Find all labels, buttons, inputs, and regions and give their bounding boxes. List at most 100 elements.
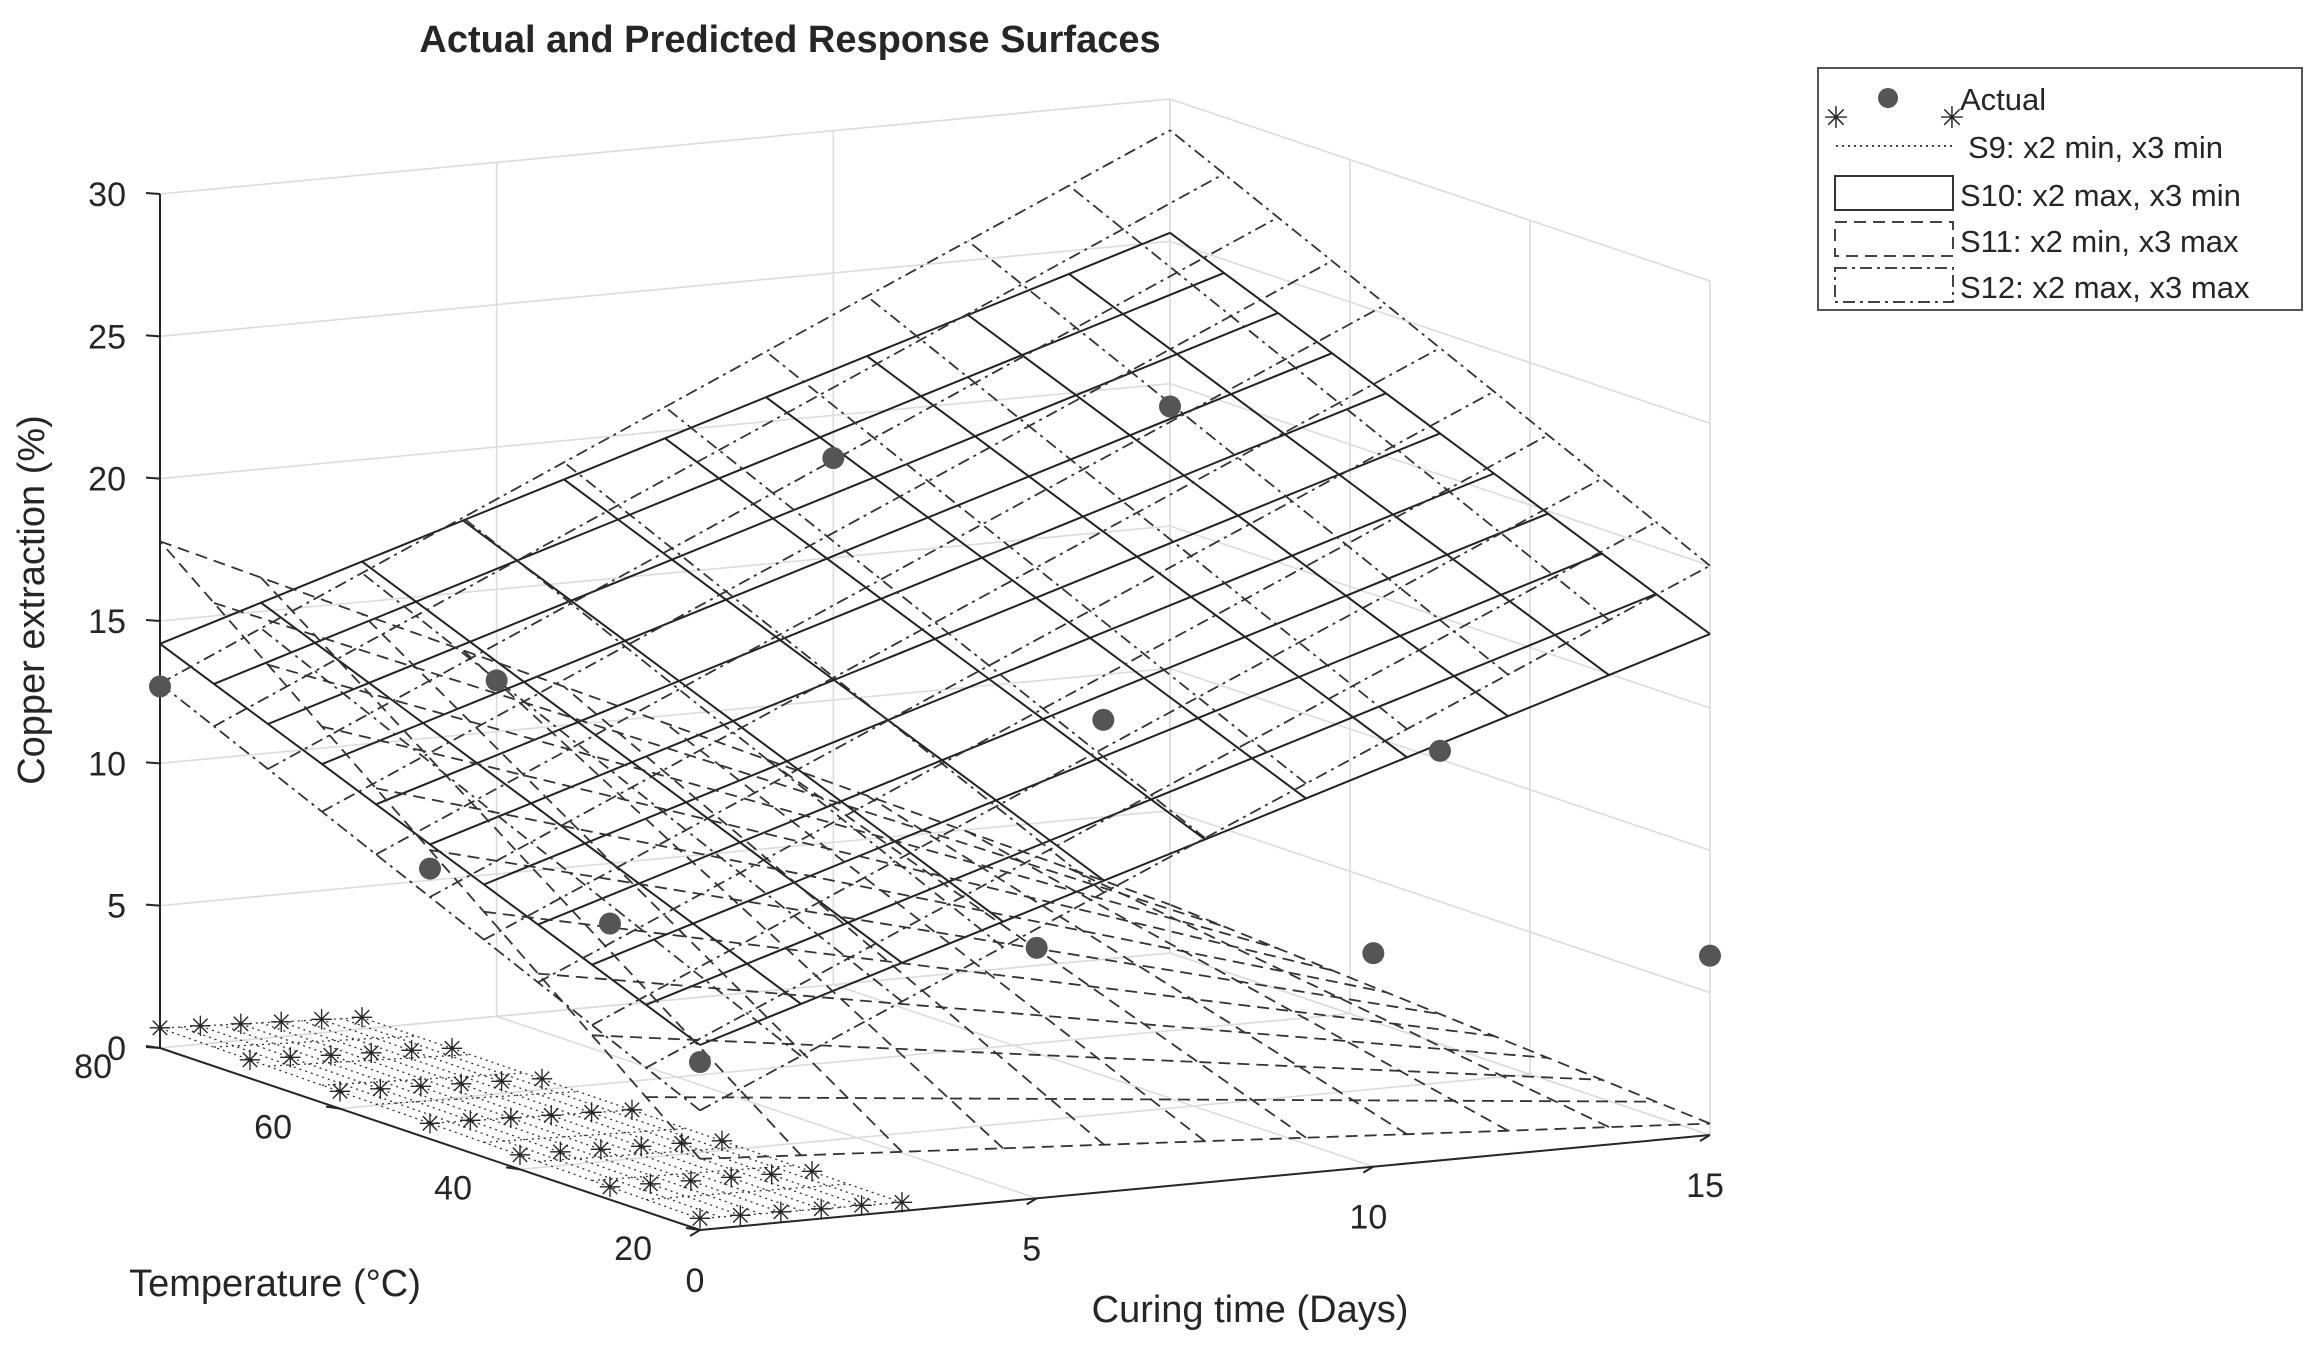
surface-s9-gridline-v <box>159 1016 363 1029</box>
surface-s9-gridline-v <box>645 1183 849 1201</box>
surface-s9: ✳ ✳ ✳ ✳ ✳ ✳ ✳ ✳ ✳ ✳ ✳ ✳ ✳ ✳ ✳ ✳ ✳ ✳ ✳ ✳ ✳ ✳ ✳ ✳ ✳ ✳ ✳ ✳ ✳ ✳ ✳ ✳ ✳ ✳ ✳ ✳ ✳ ✳ ✳ ✳… <box>148 1003 913 1235</box>
surface-s10-gridline-v <box>321 352 1333 766</box>
surface-s9-marker: ✳ <box>679 1166 702 1197</box>
x-tick-label: 5 <box>1022 1230 1041 1268</box>
surface-s9-marker: ✳ <box>629 1132 652 1163</box>
axes <box>145 192 1711 1237</box>
surface-s11-gridline-v <box>321 725 1333 972</box>
side-grid-z <box>1169 382 1711 567</box>
surface-s9-marker: ✳ <box>328 1077 351 1108</box>
surface-s9-marker: ✳ <box>710 1126 733 1157</box>
surface-s10-gridline-u <box>1169 231 1711 635</box>
surface-s9-marker: ✳ <box>760 1160 783 1191</box>
x-tick-label: 10 <box>1349 1199 1387 1237</box>
surface-s9-marker: ✳ <box>279 1043 302 1074</box>
surface-s12-gridline-u <box>765 350 1307 785</box>
surface-s12-gridline-v <box>213 173 1225 728</box>
surface-s12-gridline-v <box>321 260 1333 813</box>
y-axis-label: Temperature (°C) <box>129 1263 421 1305</box>
surface-s9-marker: ✳ <box>499 1103 522 1134</box>
surface-s9-marker: ✳ <box>530 1064 553 1095</box>
z-tick-label: 30 <box>88 176 126 214</box>
z-axis-label: Copper extraction (%) <box>11 415 53 785</box>
surface-s9-marker: ✳ <box>620 1095 643 1126</box>
surface-s12-gridline-u <box>1169 129 1711 567</box>
legend-label-s9: S9: x2 min, x3 min <box>1968 130 2223 165</box>
legend-swatch-s11 <box>1834 221 1954 257</box>
grid-lines <box>159 98 1711 1231</box>
back-grid-z <box>159 952 1171 1049</box>
surface-s9-marker: ✳ <box>670 1129 693 1160</box>
z-tick-mark <box>145 476 161 480</box>
y-axis-line <box>159 1047 701 1231</box>
surface-s9-marker: ✳ <box>719 1163 742 1194</box>
legend-marker-actual <box>1878 88 1898 108</box>
side-grid-z <box>1169 240 1711 425</box>
surface-s10-gridline-v <box>375 392 1387 806</box>
surface-s9-gridline-v <box>321 1072 525 1086</box>
side-grid-z <box>1169 98 1711 282</box>
y-tick-mark <box>505 1166 521 1171</box>
surface-s11-gridline-v <box>537 972 1549 1059</box>
actual-data-point <box>419 857 441 880</box>
legend-entry-s12: S12: x2 max, x3 max <box>1834 267 2250 305</box>
surface-s9-marker: ✳ <box>688 1204 711 1235</box>
z-tick-mark <box>145 1046 161 1049</box>
back-grid-z <box>159 525 1171 622</box>
x-axis-line <box>699 1134 1711 1231</box>
surface-s11-gridline-u <box>866 794 1408 1135</box>
actual-points <box>149 395 1721 1074</box>
surface-s11-gridline-u <box>1169 903 1711 1125</box>
actual-data-point <box>689 1051 711 1074</box>
surface-s10-gridline-v <box>429 432 1441 846</box>
y-tick-mark <box>325 1105 341 1110</box>
surface-s10-gridline-v <box>159 231 1171 645</box>
surface-s12-gridline-v <box>591 477 1603 1026</box>
surface-s12-gridline-u <box>1068 184 1610 621</box>
surface-s11-gridline-v <box>267 663 1279 950</box>
surface-s9-gridline-u <box>321 1019 862 1207</box>
actual-data-point <box>1429 739 1451 762</box>
surface-s9-marker: ✳ <box>639 1169 662 1200</box>
surface-s12-gridline-v <box>267 216 1279 770</box>
legend-entry-actual: Actual <box>1878 82 2046 117</box>
floor-grid-y <box>519 1073 1531 1171</box>
surface-s9-marker: ✳ <box>359 1038 382 1069</box>
surface-s12 <box>159 129 1711 1112</box>
surface-s9-marker: ✳ <box>589 1134 612 1165</box>
surface-s9-marker: ✳ <box>800 1157 823 1188</box>
legend-swatch-s12 <box>1834 267 1954 303</box>
surface-s9-marker: ✳ <box>418 1108 441 1139</box>
surface-s9-gridline-v <box>537 1146 741 1163</box>
y-tick-mark <box>685 1227 701 1231</box>
legend-swatch-s10 <box>1834 175 1954 211</box>
back-grid-z <box>159 809 1171 907</box>
y-tick-label: 60 <box>254 1109 292 1147</box>
back-grid-z <box>159 667 1171 765</box>
surface-s9-marker: ✳ <box>238 1045 261 1076</box>
surface-s9-gridline-v <box>699 1201 903 1220</box>
floor-grid-x <box>496 1015 1037 1200</box>
surface-s12-gridline-u <box>260 627 802 1057</box>
surface-s9-gridline-u <box>341 1018 883 1205</box>
surface-s12-gridline-v <box>375 303 1387 856</box>
surface-s12-gridline-v <box>483 390 1495 941</box>
z-tick-label: 5 <box>107 888 126 926</box>
legend-label-s10: S10: x2 max, x3 min <box>1960 178 2241 213</box>
surface-s12-gridline-v <box>645 521 1657 1069</box>
surface-s11-gridline-u <box>361 613 903 1153</box>
x-tick-mark <box>689 1229 701 1237</box>
surface-s10-gridline-u <box>765 396 1307 800</box>
surface-s9-marker: ✳ <box>409 1072 432 1103</box>
legend-label-s11: S11: x2 min, x3 max <box>1960 224 2239 259</box>
surface-s11-gridline-v <box>375 787 1387 994</box>
surface-s11-gridline-u <box>967 831 1509 1132</box>
surface-s9-gridline-v <box>483 1127 687 1144</box>
surface-s10-gridline-u <box>866 355 1408 759</box>
actual-data-point <box>1699 944 1721 967</box>
surface-s12-gridline-v <box>537 434 1549 984</box>
actual-data-point <box>822 447 845 470</box>
y-tick-label: 20 <box>614 1230 652 1268</box>
